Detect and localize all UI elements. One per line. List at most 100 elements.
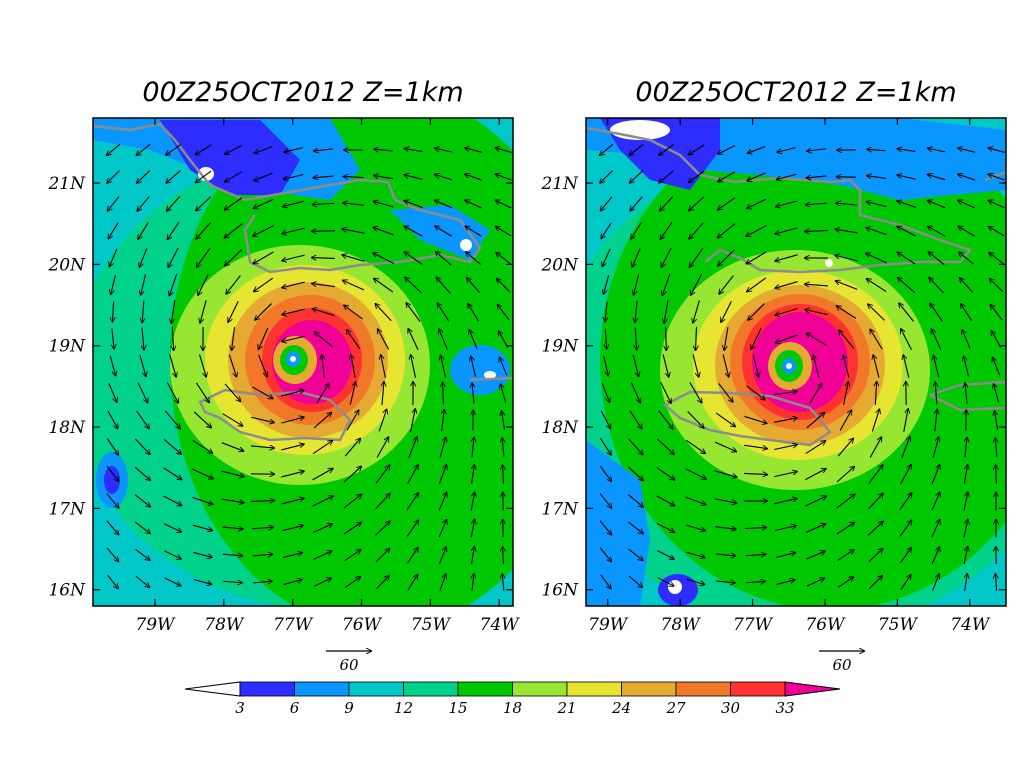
wind-vector xyxy=(109,248,118,267)
lat-tick-label: 18N xyxy=(541,418,579,438)
wind-vector xyxy=(776,147,796,153)
wind-vector xyxy=(373,201,394,208)
wind-vector xyxy=(635,327,637,351)
wind-vector xyxy=(164,550,181,559)
wind-vector xyxy=(342,203,364,206)
wind-vector xyxy=(342,280,365,291)
wind-vector xyxy=(896,175,916,180)
wind-vector xyxy=(633,274,640,295)
wind-vector xyxy=(351,354,356,378)
wind-vector xyxy=(283,173,304,179)
wind-vector xyxy=(685,468,706,480)
wind-vector xyxy=(962,329,971,350)
wind-vector xyxy=(599,493,612,508)
wind-vector xyxy=(868,464,883,484)
wind-vector xyxy=(497,330,509,348)
wind-vector xyxy=(839,410,852,431)
wind-vector xyxy=(372,227,394,236)
reference-vector-label-right: 60 xyxy=(832,656,852,674)
panel-title-right: 00Z25OCT2012 Z=1km xyxy=(635,77,956,108)
wind-vector xyxy=(375,548,390,563)
wind-vector xyxy=(686,551,705,557)
wind-vector xyxy=(503,546,504,564)
wind-vector xyxy=(899,547,911,564)
wind-vector xyxy=(805,467,826,481)
wind-vector xyxy=(437,302,450,322)
wind-vector xyxy=(599,143,614,155)
wind-vector xyxy=(281,471,304,478)
wind-vector xyxy=(714,441,737,452)
wind-vector xyxy=(404,252,423,265)
colorbar-swatch xyxy=(403,681,459,697)
wind-vector xyxy=(714,498,738,503)
wind-vector xyxy=(875,381,876,406)
lon-tick-label: 78W xyxy=(661,615,702,635)
wind-vector xyxy=(662,354,669,377)
wind-vector xyxy=(688,144,705,155)
wind-vector xyxy=(470,519,475,538)
wind-vector xyxy=(957,148,975,153)
wind-vector xyxy=(903,408,908,432)
wind-vector xyxy=(900,464,912,485)
wind-vector xyxy=(715,554,736,556)
wind-vector xyxy=(224,383,241,402)
wind-vector xyxy=(107,410,118,429)
lat-tick-label: 19N xyxy=(541,337,579,357)
wind-vector xyxy=(346,329,361,350)
wind-vector xyxy=(281,308,305,315)
wind-vector xyxy=(107,574,119,589)
wind-vector xyxy=(628,575,643,588)
colorbar-swatch xyxy=(239,681,295,697)
wind-vector xyxy=(283,579,303,586)
colorbar-swatch xyxy=(348,681,404,697)
wind-vector xyxy=(806,176,827,178)
wind-vector xyxy=(222,527,243,529)
wind-vector xyxy=(988,174,1005,181)
wind-vector xyxy=(866,149,886,150)
wind-vector xyxy=(995,437,997,457)
wind-vector xyxy=(346,410,359,431)
wind-vector xyxy=(252,554,273,556)
wind-vector xyxy=(629,143,644,155)
axis-ticks-left: 79W 78W 77W 76W 75W 74W 16N 17N 18N 19N 20N 21N xyxy=(47,118,520,635)
wind-vector xyxy=(496,278,511,293)
wind-vector xyxy=(897,149,916,152)
wind-vector xyxy=(901,436,910,459)
wind-vector xyxy=(106,143,121,156)
lat-tick-label: 16N xyxy=(48,581,86,601)
wind-vector xyxy=(136,170,151,183)
wind-vector xyxy=(404,175,423,180)
wind-vector xyxy=(804,230,829,231)
wind-vector xyxy=(963,519,968,538)
wind-vector xyxy=(599,170,613,184)
wind-vector xyxy=(868,575,883,590)
wind-vector xyxy=(776,580,795,585)
wind-vector xyxy=(341,229,365,234)
wind-vector xyxy=(134,466,151,481)
wind-vector xyxy=(990,304,1003,321)
wind-vector xyxy=(744,444,768,448)
wind-vector xyxy=(436,277,451,294)
wind-vector xyxy=(689,382,702,404)
wind-vector xyxy=(752,354,759,377)
lat-tick-label: 20N xyxy=(540,255,579,275)
wind-vector xyxy=(349,381,355,405)
wind-vector xyxy=(629,410,642,430)
wind-vector xyxy=(192,468,213,479)
wind-vector xyxy=(232,327,236,351)
wind-vector xyxy=(344,549,362,562)
wind-vector xyxy=(989,278,1004,293)
wind-vector xyxy=(167,221,180,240)
wind-vector xyxy=(195,170,212,183)
wind-vector xyxy=(899,520,912,537)
wind-vector xyxy=(313,176,334,178)
wind-vector xyxy=(689,248,704,267)
lon-tick-label: 75W xyxy=(878,615,919,635)
wind-vector xyxy=(106,438,118,456)
wind-vector xyxy=(965,437,967,458)
wind-vector xyxy=(602,248,611,267)
wind-vector xyxy=(439,328,448,350)
colorbar-swatch xyxy=(566,681,622,697)
wind-vector xyxy=(599,520,612,536)
